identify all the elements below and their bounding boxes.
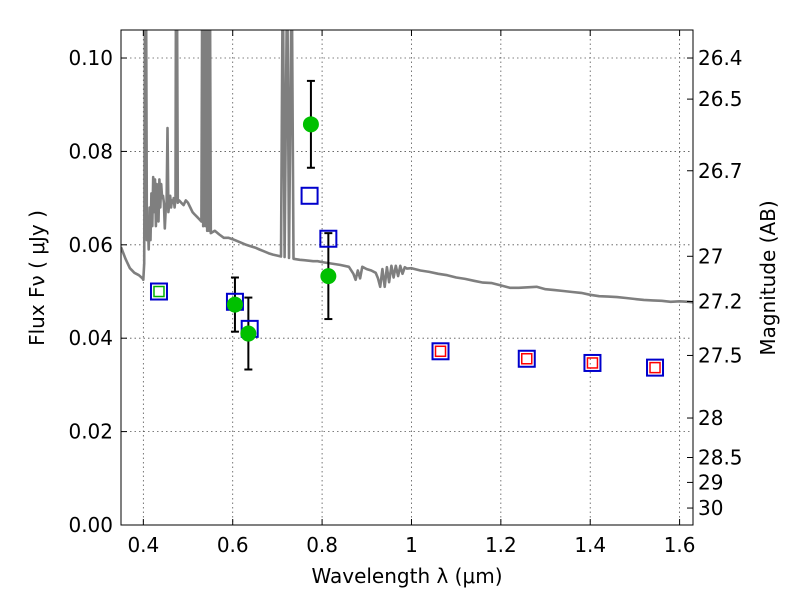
x-tick-label: 0.6 [217,533,249,557]
model-square [646,358,665,377]
y-axis-ticks: 0.00 0.02 0.04 0.06 0.08 0.10 [68,46,127,537]
model-square [319,229,338,248]
observed-point [320,268,337,285]
magnitude-tick-label: 28 [698,406,723,430]
inner-square [521,353,533,365]
x-axis-ticks: 0.4 0.6 0.8 1 1.2 1.4 1.6 [127,30,696,557]
x-tick-label: 1.6 [664,533,696,557]
model-sed-line [121,30,693,304]
observed-photometry-points [226,116,337,342]
magnitude-tick-label: 26.4 [698,46,743,70]
observed-point [302,116,319,133]
magnitude-tick-label: 30 [698,496,723,520]
inner-square [434,345,447,358]
y-tick-label: 0.04 [68,326,113,350]
observed-point [226,296,243,313]
model-sed-path [121,30,693,304]
model-photometry-squares [149,186,665,377]
y-tick-label: 0.10 [68,46,113,70]
x-axis-label: Wavelength λ (μm) [311,564,502,588]
magnitude-tick-label: 27.5 [698,343,743,367]
y-axis-label: Flux Fν ( μJy ) [25,210,49,346]
y-tick-label: 0.06 [68,233,113,257]
model-square [431,342,450,361]
magnitude-tick-label: 27.2 [698,289,743,313]
magnitude-tick-label: 26.5 [698,87,743,111]
inner-square [586,357,599,369]
observed-point [240,325,257,342]
plot-frame [120,29,694,526]
y-tick-label: 0.00 [68,513,113,537]
model-square [517,349,536,368]
magnitude-tick-label: 26.7 [698,159,743,183]
y-tick-label: 0.02 [68,420,113,444]
y-tick-label: 0.08 [68,139,113,163]
model-square [300,186,319,205]
magnitude-tick-label: 28.5 [698,446,743,470]
x-tick-label: 1 [405,533,418,557]
inner-square [153,285,165,298]
x-tick-label: 1.4 [574,533,606,557]
magnitude-tick-label: 29 [698,470,723,494]
magnitude-tick-label: 27 [698,244,723,268]
x-tick-label: 1.2 [485,533,517,557]
inner-square [649,361,661,374]
x-tick-label: 0.4 [127,533,159,557]
magnitude-axis-label: Magnitude (AB) [756,200,780,355]
model-square [149,282,168,301]
x-tick-label: 0.8 [306,533,338,557]
model-square [583,353,602,372]
